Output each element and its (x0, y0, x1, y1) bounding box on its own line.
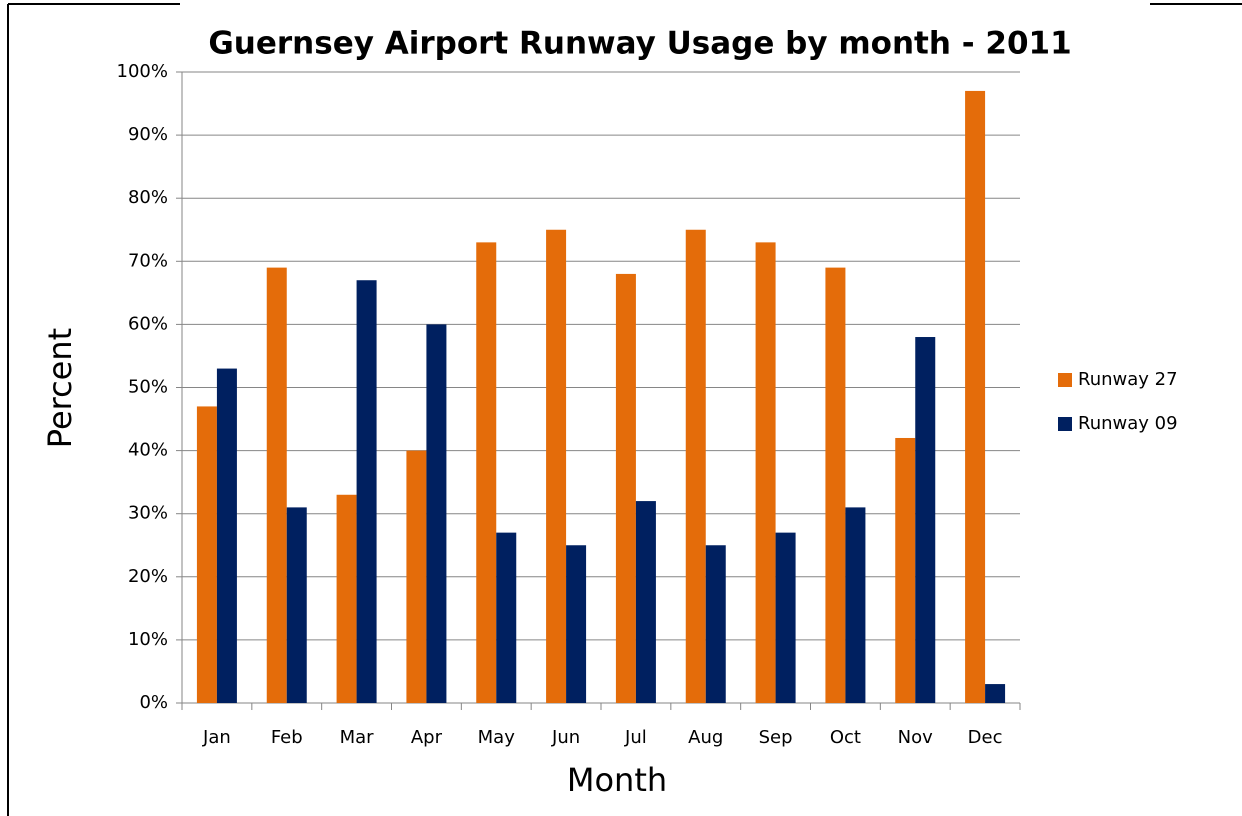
y-tick-label: 30% (128, 503, 168, 524)
x-tick-label: Nov (898, 727, 933, 748)
y-tick-label: 100% (117, 61, 168, 82)
x-tick-label: Aug (688, 727, 723, 748)
y-tick-label: 20% (128, 566, 168, 587)
y-tick-label: 40% (128, 440, 168, 461)
bar (985, 684, 1006, 703)
y-tick-label: 60% (128, 313, 168, 334)
legend-swatch (1058, 373, 1072, 387)
bar (336, 494, 357, 703)
bar (825, 267, 846, 703)
bar (476, 242, 497, 703)
bar (755, 242, 776, 703)
bar (705, 545, 726, 703)
bar (615, 273, 636, 703)
bar (566, 545, 587, 703)
chart-title: Guernsey Airport Runway Usage by month -… (208, 26, 1071, 62)
x-tick-label: Jun (551, 727, 580, 748)
x-axis-label: Month (567, 761, 667, 799)
y-tick-label: 50% (128, 377, 168, 398)
bar (356, 280, 377, 703)
x-tick-label: Sep (759, 727, 793, 748)
y-tick-label: 0% (139, 692, 168, 713)
bar (635, 501, 656, 703)
x-tick-label: Jul (624, 727, 647, 748)
x-tick-label: Dec (968, 727, 1003, 748)
x-tick-label: May (478, 727, 516, 748)
bar (216, 368, 237, 703)
x-tick-label: Oct (830, 727, 861, 748)
x-tick-label: Feb (271, 727, 303, 748)
bar (845, 507, 866, 703)
y-tick-label: 80% (128, 187, 168, 208)
legend-swatch (1058, 417, 1072, 431)
bar (546, 229, 567, 703)
y-tick-label: 10% (128, 629, 168, 650)
bar (895, 437, 916, 703)
y-axis-label: Percent (41, 328, 79, 448)
bar (196, 406, 217, 703)
legend-label: Runway 09 (1078, 413, 1178, 434)
bar (286, 507, 307, 703)
bar (406, 450, 427, 703)
bar (685, 229, 706, 703)
bar (915, 337, 936, 703)
bar (266, 267, 287, 703)
bar (965, 90, 986, 704)
x-tick-label: Jan (202, 727, 231, 748)
x-tick-label: Apr (411, 727, 443, 748)
bar (496, 532, 517, 703)
y-tick-label: 70% (128, 250, 168, 271)
legend-label: Runway 27 (1078, 369, 1178, 390)
bar (426, 324, 447, 703)
bar (775, 532, 796, 703)
x-tick-label: Mar (340, 727, 375, 748)
y-tick-label: 90% (128, 124, 168, 145)
